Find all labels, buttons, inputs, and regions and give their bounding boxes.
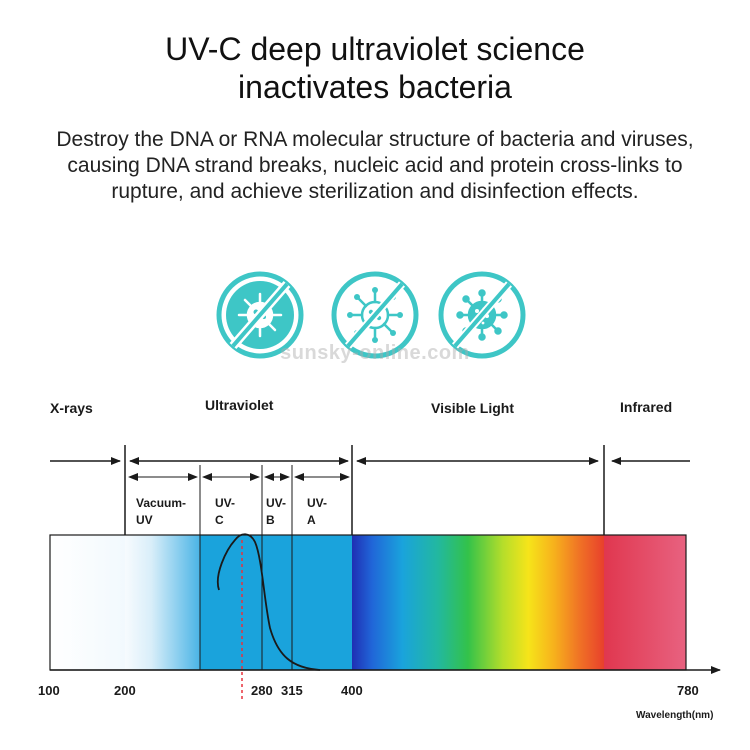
band-label-uvb-1: UV- xyxy=(266,496,286,510)
title-line-1: UV-C deep ultraviolet science xyxy=(165,31,585,67)
band-label-vacuum-2: UV xyxy=(136,513,153,527)
band-label-uvc-2: C xyxy=(215,513,224,527)
band-label-uva-2: A xyxy=(307,513,316,527)
band-label-uvb-2: B xyxy=(266,513,275,527)
title-line-2: inactivates bacteria xyxy=(238,69,512,105)
tick-400: 400 xyxy=(341,683,363,698)
band-label-uva-1: UV- xyxy=(307,496,327,510)
icon-row xyxy=(0,270,750,360)
tick-200: 200 xyxy=(114,683,136,698)
region-label-xrays: X-rays xyxy=(50,400,93,416)
region-label-ultraviolet: Ultraviolet xyxy=(205,397,274,413)
tick-280: 280 xyxy=(251,683,273,698)
spectrum-diagram: X-rays Ultraviolet Visible Light Infrare… xyxy=(0,380,750,725)
tick-780: 780 xyxy=(677,683,699,698)
description-text: Destroy the DNA or RNA molecular structu… xyxy=(56,128,694,203)
virus-prohibited-icon xyxy=(330,270,420,360)
germicidal-curve xyxy=(216,533,321,671)
watermark-text: sunsky-online.com xyxy=(280,342,470,364)
axis-label: Wavelength(nm) xyxy=(636,710,713,721)
region-label-infrared: Infrared xyxy=(620,399,672,415)
page-title: UV-C deep ultraviolet science inactivate… xyxy=(0,30,750,106)
bacteria-prohibited-icon xyxy=(215,270,305,360)
region-label-visible: Visible Light xyxy=(431,400,514,416)
tick-100: 100 xyxy=(38,683,60,698)
band-label-uvc-1: UV- xyxy=(215,496,235,510)
spectrum-bar xyxy=(49,534,687,671)
band-label-vacuum-1: Vacuum- xyxy=(136,496,186,510)
germ-prohibited-icon xyxy=(437,270,527,360)
tick-315: 315 xyxy=(281,683,303,698)
